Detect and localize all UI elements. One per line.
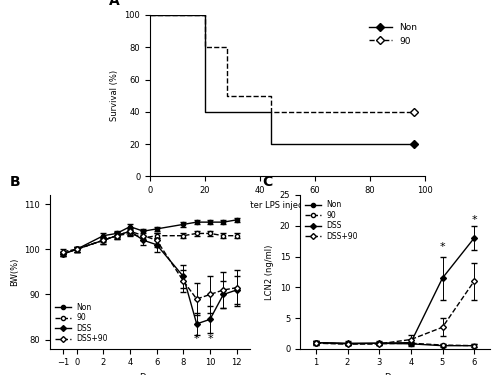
Y-axis label: Survival (%): Survival (%) <box>110 70 119 121</box>
Legend: Non, 90: Non, 90 <box>366 20 420 49</box>
Text: B: B <box>10 175 20 189</box>
Text: A: A <box>109 0 120 8</box>
Y-axis label: BW(%): BW(%) <box>10 258 19 286</box>
X-axis label: Days: Days <box>140 373 160 375</box>
Text: *: * <box>472 214 477 225</box>
Text: C: C <box>262 175 272 189</box>
Text: *: * <box>207 334 213 344</box>
Y-axis label: LCN2 (ng/ml): LCN2 (ng/ml) <box>265 244 274 300</box>
Text: *: * <box>440 242 446 252</box>
Legend: Non, 90, DSS, DSS+90: Non, 90, DSS, DSS+90 <box>54 301 110 345</box>
Legend: Non, 90, DSS, DSS+90: Non, 90, DSS, DSS+90 <box>304 199 360 243</box>
X-axis label: Days: Days <box>384 373 406 375</box>
Text: *: * <box>194 334 200 344</box>
X-axis label: After LPS injection (h): After LPS injection (h) <box>242 201 333 210</box>
